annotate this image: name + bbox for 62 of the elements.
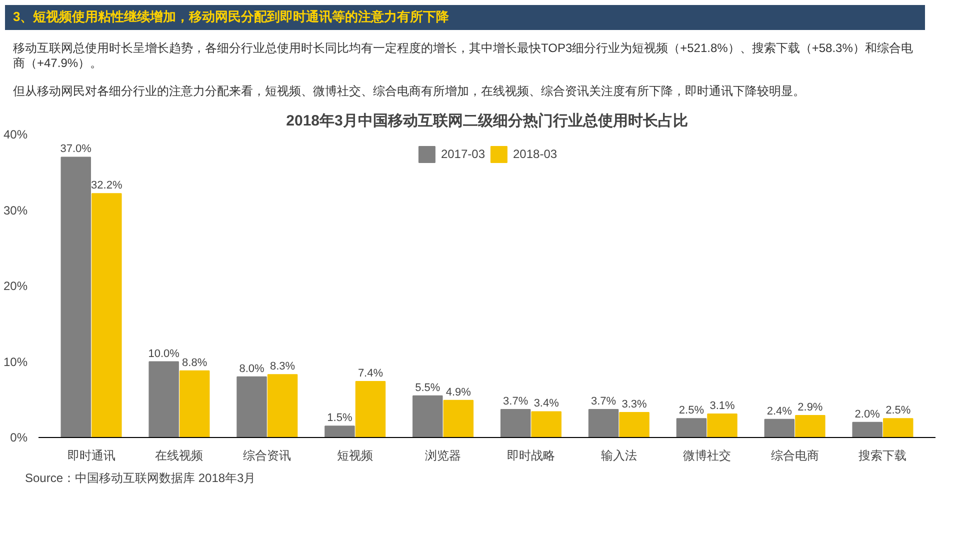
data-label: 1.5% [327, 412, 352, 424]
data-label: 3.4% [534, 398, 560, 410]
bar [324, 426, 355, 438]
x-tick-label: 综合电商 [770, 448, 819, 463]
data-label: 8.3% [270, 360, 296, 373]
x-tick-label: 综合资讯 [243, 448, 292, 463]
x-tick-label: 浏览器 [425, 448, 462, 463]
x-tick-label: 在线视频 [155, 448, 204, 463]
chart-title: 2018年3月中国移动互联网二级细分热门行业总使用时长占比 [286, 112, 688, 130]
x-tick-label: 短视频 [337, 448, 374, 463]
bar [267, 374, 298, 438]
y-tick-label: 0% [10, 430, 28, 445]
bar [443, 400, 474, 438]
data-label: 8.0% [239, 363, 265, 376]
data-label: 10.0% [148, 348, 180, 360]
bar [179, 370, 210, 438]
y-tick-label: 40% [3, 128, 28, 142]
data-label: 3.7% [503, 396, 528, 408]
source-note: Source：中国移动互联网数据库 2018年3月 [24, 470, 256, 488]
data-label: 2.4% [766, 406, 792, 418]
bar [852, 422, 882, 438]
text: 但从移动网民对各细分行业的注意力分配来看，短视频、微博社交、综合电商有所增加，在线视频、综合资讯关注度有所下降，即时通讯下降较明显。 [12, 82, 806, 100]
y-tick-label: 30% [3, 204, 28, 218]
x-tick-label: 即时通讯 [67, 448, 116, 463]
data-label: 5.5% [415, 382, 440, 394]
data-label: 2.5% [678, 404, 704, 417]
bar [707, 414, 738, 438]
legend-label: 2018-03 [513, 147, 558, 162]
text: 3、短视频使用粘性继续增加，移动网民分配到即时通讯等的注意力有所下降 [5, 5, 925, 30]
text: 移动互联网总使用时长呈增长趋势，各细分行业总使用时长同比均有一定程度的增长，其中增长最快TOP3细分行业为短视频（+521.8%）、搜索下载（+58.3%）和综合电商（+47.9%）。 [12, 40, 914, 72]
bar [619, 412, 650, 438]
legend-label: 2017-03 [440, 147, 485, 162]
data-label: 37.0% [60, 144, 92, 156]
data-label: 3.3% [622, 398, 648, 411]
x-tick-label: 微博社交 [682, 448, 731, 463]
data-label: 2.0% [854, 408, 880, 421]
data-label: 3.7% [590, 396, 616, 408]
bar [92, 193, 122, 438]
data-label: 8.8% [182, 357, 208, 370]
data-label: 32.2% [91, 180, 122, 192]
bar [531, 412, 562, 438]
bar [764, 419, 795, 438]
bar [412, 396, 443, 438]
bar [500, 409, 531, 438]
data-label: 3.1% [710, 400, 735, 412]
data-label: 2.9% [798, 402, 823, 414]
x-tick-label: 输入法 [600, 448, 637, 463]
bar [676, 418, 707, 438]
bar [355, 381, 386, 438]
data-label: 4.9% [446, 386, 472, 399]
bar [60, 157, 91, 438]
y-tick-label: 10% [3, 355, 28, 370]
bar [236, 376, 267, 438]
bar [795, 415, 826, 438]
bar [883, 418, 914, 438]
y-tick-label: 20% [3, 279, 28, 294]
bar [148, 362, 179, 438]
data-label: 2.5% [886, 404, 911, 417]
bar [588, 409, 619, 438]
x-tick-label: 搜索下载 [858, 448, 907, 463]
x-tick-label: 即时战略 [506, 448, 555, 463]
data-label: 7.4% [358, 368, 384, 380]
